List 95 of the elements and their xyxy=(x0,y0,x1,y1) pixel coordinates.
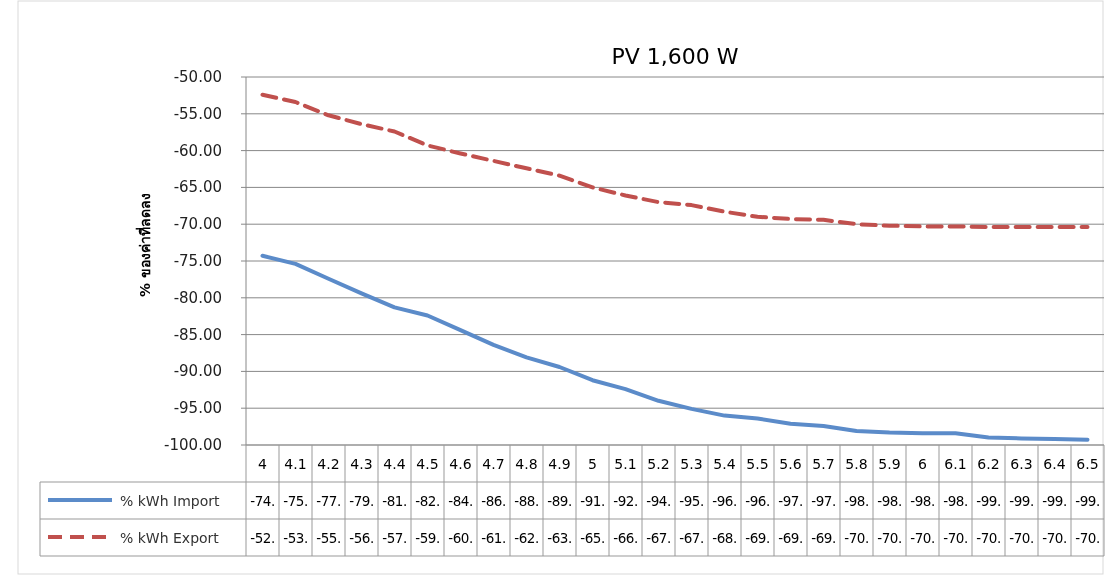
y-tick-label: -70.00 xyxy=(173,215,222,234)
data-label: -99. xyxy=(976,493,1001,509)
data-label: -68. xyxy=(712,530,737,546)
x-tick-label: 5.6 xyxy=(779,456,802,472)
data-label: -56. xyxy=(349,530,374,546)
line-series xyxy=(260,92,1090,230)
x-tick-label: 5.4 xyxy=(713,456,736,472)
data-label: -70. xyxy=(877,530,902,546)
x-tick-label: 4.2 xyxy=(317,456,340,472)
x-tick-label: 5.8 xyxy=(845,456,868,472)
x-tick-label: 4.1 xyxy=(284,456,307,472)
data-label: -96. xyxy=(712,493,737,509)
data-label: -61. xyxy=(481,530,506,546)
data-label: -82. xyxy=(415,493,440,509)
x-tick-label: 5.1 xyxy=(614,456,637,472)
data-label: -98. xyxy=(910,493,935,509)
data-label: -84. xyxy=(448,493,473,509)
x-tick-label: 5.3 xyxy=(680,456,703,472)
data-label: -95. xyxy=(679,493,704,509)
chart-title: PV 1,600 W xyxy=(611,44,739,69)
y-tick-label: -85.00 xyxy=(173,325,222,344)
data-label: -99. xyxy=(1009,493,1034,509)
data-label: -57. xyxy=(382,530,407,546)
data-label: -69. xyxy=(745,530,770,546)
data-label: -79. xyxy=(349,493,374,509)
legend-label: % kWh Import xyxy=(120,493,220,509)
x-tick-label: 4.4 xyxy=(383,456,406,472)
data-label: -99. xyxy=(1042,493,1067,509)
data-label: -60. xyxy=(448,530,473,546)
data-label: -70. xyxy=(1075,530,1100,546)
line-series xyxy=(260,253,1090,442)
data-label: -67. xyxy=(646,530,671,546)
data-label: -88. xyxy=(514,493,539,509)
x-tick-label: 4.9 xyxy=(548,456,571,472)
y-axis-title: % ของค่าที่ลดลง xyxy=(135,193,153,297)
data-label: -52. xyxy=(250,530,275,546)
x-tick-label: 5.9 xyxy=(878,456,901,472)
x-tick-label: 5.2 xyxy=(647,456,670,472)
x-tick-label: 4.6 xyxy=(449,456,472,472)
data-label: -98. xyxy=(943,493,968,509)
x-tick-label: 6.4 xyxy=(1043,456,1066,472)
data-label: -59. xyxy=(415,530,440,546)
x-tick-label: 4.7 xyxy=(482,456,505,472)
data-label: -86. xyxy=(481,493,506,509)
x-tick-label: 6.2 xyxy=(977,456,1000,472)
data-label: -66. xyxy=(613,530,638,546)
y-tick-label: -65.00 xyxy=(173,178,222,197)
x-tick-label: 6.5 xyxy=(1076,456,1099,472)
x-tick-label: 4.5 xyxy=(416,456,439,472)
data-label: -97. xyxy=(778,493,803,509)
data-label: -70. xyxy=(1042,530,1067,546)
data-label: -91. xyxy=(580,493,605,509)
data-label: -69. xyxy=(811,530,836,546)
data-label: -94. xyxy=(646,493,671,509)
data-label: -62. xyxy=(514,530,539,546)
data-label: -70. xyxy=(1009,530,1034,546)
data-label: -74. xyxy=(250,493,275,509)
data-label: -77. xyxy=(316,493,341,509)
x-tick-label: 4.8 xyxy=(515,456,538,472)
y-tick-label: -50.00 xyxy=(173,68,222,86)
data-label: -89. xyxy=(547,493,572,509)
data-label: -92. xyxy=(613,493,638,509)
y-tick-label: -90.00 xyxy=(173,362,222,381)
data-label: -70. xyxy=(844,530,869,546)
data-label: -96. xyxy=(745,493,770,509)
data-label: -75. xyxy=(283,493,308,509)
y-tick-label: -80.00 xyxy=(173,288,222,307)
x-tick-label: 6.1 xyxy=(944,456,967,472)
x-tick-label: 6 xyxy=(918,456,928,472)
data-label: -53. xyxy=(283,530,308,546)
x-tick-label: 4.3 xyxy=(350,456,373,472)
data-label: -70. xyxy=(943,530,968,546)
data-label: -65. xyxy=(580,530,605,546)
y-tick-label: -95.00 xyxy=(173,399,222,418)
data-label: -67. xyxy=(679,530,704,546)
legend-label: % kWh Export xyxy=(120,530,220,546)
x-tick-label: 4 xyxy=(258,456,268,472)
data-label: -98. xyxy=(844,493,869,509)
y-tick-label: -60.00 xyxy=(173,141,222,160)
x-tick-label: 5.7 xyxy=(812,456,835,472)
data-label: -81. xyxy=(382,493,407,509)
data-label: -97. xyxy=(811,493,836,509)
data-label: -55. xyxy=(316,530,341,546)
data-label: -99. xyxy=(1075,493,1100,509)
data-label: -70. xyxy=(910,530,935,546)
data-label: -70. xyxy=(976,530,1001,546)
y-tick-label: -75.00 xyxy=(173,252,222,270)
y-tick-label: -55.00 xyxy=(173,104,222,123)
x-tick-label: 5 xyxy=(588,456,597,472)
data-label: -63. xyxy=(547,530,572,546)
y-tick-label: -100.00 xyxy=(164,436,222,454)
x-tick-label: 5.5 xyxy=(746,456,769,472)
data-label: -98. xyxy=(877,493,902,509)
data-label: -69. xyxy=(778,530,803,546)
x-tick-label: 6.3 xyxy=(1010,456,1033,472)
